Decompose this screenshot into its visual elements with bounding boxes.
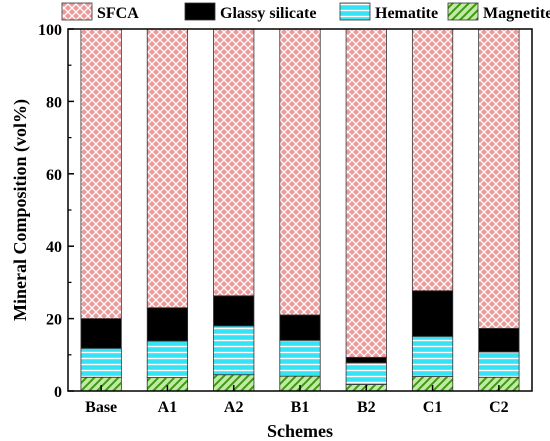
bar-base-hematite bbox=[80, 347, 122, 378]
x-tick-label-b1: B1 bbox=[291, 399, 310, 416]
bar-c2-sfca bbox=[478, 28, 520, 329]
bar-b2-hematite bbox=[345, 362, 387, 385]
bar-a2-glassy-silicate bbox=[213, 295, 255, 327]
bar-base-sfca bbox=[80, 28, 122, 320]
y-axis: 0 20 40 60 80 100 bbox=[38, 22, 74, 401]
y-axis-title: Mineral Composition (vol%) bbox=[10, 99, 31, 321]
y-tick-label: 60 bbox=[46, 167, 62, 184]
legend-swatch-magnetite bbox=[447, 2, 479, 21]
x-tick-label-base: Base bbox=[85, 399, 117, 416]
bar-c1-glassy-silicate bbox=[411, 290, 454, 337]
legend-label-sfca: SFCA bbox=[97, 5, 139, 22]
legend-swatch-glassy-silicate bbox=[184, 2, 216, 21]
bar-a2-hematite bbox=[213, 325, 255, 376]
legend-label-hematite: Hematite bbox=[375, 5, 438, 22]
y-tick-label: 20 bbox=[46, 312, 62, 329]
legend-swatch-hematite bbox=[339, 2, 371, 21]
bar-a1-sfca bbox=[146, 28, 189, 309]
x-axis-title: Schemes bbox=[267, 421, 333, 441]
bar-base-glassy-silicate bbox=[80, 318, 122, 349]
x-tick-label-a2: A2 bbox=[224, 399, 244, 416]
legend: SFCA Glassy silicate Hematite Magnetite bbox=[61, 2, 550, 22]
y-tick-label: 80 bbox=[46, 94, 62, 111]
bar-b2-sfca bbox=[345, 28, 387, 358]
bars-group bbox=[80, 28, 520, 392]
bar-c1-hematite bbox=[411, 335, 454, 377]
bar-c2-hematite bbox=[478, 351, 520, 378]
y-tick-label: 100 bbox=[38, 22, 62, 39]
bar-b1-glassy-silicate bbox=[279, 314, 321, 341]
bar-a2-sfca bbox=[213, 28, 255, 297]
bar-c1-sfca bbox=[411, 28, 454, 292]
legend-label-magnetite: Magnetite bbox=[483, 5, 550, 22]
x-tick-label-c1: C1 bbox=[423, 399, 443, 416]
x-tick-label-a1: A1 bbox=[158, 399, 178, 416]
y-tick-label: 0 bbox=[54, 384, 62, 401]
bar-c2-glassy-silicate bbox=[478, 327, 520, 353]
legend-label-glassy-silicate: Glassy silicate bbox=[220, 5, 316, 22]
bar-b1-sfca bbox=[279, 28, 321, 316]
x-tick-label-b2: B2 bbox=[357, 399, 376, 416]
y-tick-label: 40 bbox=[46, 239, 62, 256]
x-tick-label-c2: C2 bbox=[489, 399, 509, 416]
bar-a1-glassy-silicate bbox=[146, 307, 189, 342]
bar-b1-hematite bbox=[279, 339, 321, 377]
bar-a1-hematite bbox=[146, 340, 189, 379]
bar-b2-glassy-silicate bbox=[345, 356, 387, 364]
legend-swatch-sfca bbox=[61, 2, 93, 21]
x-axis: Base A1 A2 B1 B2 C1 C2 bbox=[85, 385, 509, 416]
